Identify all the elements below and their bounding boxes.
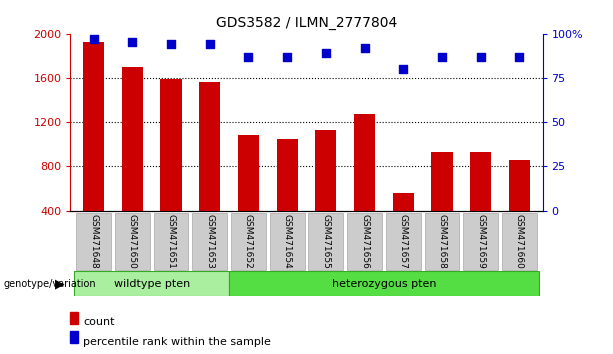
FancyBboxPatch shape — [115, 213, 150, 270]
FancyBboxPatch shape — [76, 213, 111, 270]
FancyBboxPatch shape — [154, 213, 189, 270]
Bar — [470, 152, 491, 255]
Bar — [83, 42, 104, 255]
Text: ▶: ▶ — [55, 278, 64, 291]
Text: GSM471655: GSM471655 — [321, 214, 330, 269]
Text: count: count — [83, 317, 115, 327]
Text: GSM471658: GSM471658 — [438, 214, 446, 269]
FancyBboxPatch shape — [425, 213, 459, 270]
Point — [166, 41, 176, 47]
Text: GSM471657: GSM471657 — [398, 214, 408, 269]
FancyBboxPatch shape — [308, 213, 343, 270]
FancyBboxPatch shape — [192, 213, 227, 270]
Point — [282, 54, 292, 59]
FancyBboxPatch shape — [231, 213, 266, 270]
Text: GSM471660: GSM471660 — [515, 214, 524, 269]
FancyBboxPatch shape — [386, 213, 421, 270]
Point — [128, 40, 137, 45]
Text: GSM471652: GSM471652 — [244, 214, 253, 269]
Bar — [276, 139, 298, 255]
Point — [205, 41, 215, 47]
Text: wildtype pten: wildtype pten — [113, 279, 190, 289]
Text: genotype/variation: genotype/variation — [3, 279, 96, 289]
Point — [321, 50, 331, 56]
Bar — [392, 193, 414, 255]
FancyBboxPatch shape — [229, 271, 539, 296]
Point — [360, 45, 370, 51]
Text: GSM471653: GSM471653 — [205, 214, 215, 269]
Point — [89, 36, 99, 42]
Text: GSM471651: GSM471651 — [167, 214, 175, 269]
Point — [476, 54, 485, 59]
Text: GSM471656: GSM471656 — [360, 214, 369, 269]
Bar — [432, 152, 452, 255]
Text: GSM471659: GSM471659 — [476, 214, 485, 269]
FancyBboxPatch shape — [270, 213, 305, 270]
Title: GDS3582 / ILMN_2777804: GDS3582 / ILMN_2777804 — [216, 16, 397, 30]
Text: heterozygous pten: heterozygous pten — [332, 279, 436, 289]
Point — [514, 54, 524, 59]
Text: GSM471650: GSM471650 — [128, 214, 137, 269]
Bar — [509, 160, 530, 255]
Text: GSM471654: GSM471654 — [283, 214, 292, 269]
FancyBboxPatch shape — [502, 213, 537, 270]
Bar — [238, 135, 259, 255]
FancyBboxPatch shape — [347, 213, 382, 270]
Point — [243, 54, 253, 59]
FancyBboxPatch shape — [463, 213, 498, 270]
Text: GSM471648: GSM471648 — [89, 214, 98, 269]
Point — [437, 54, 447, 59]
Bar — [315, 130, 337, 255]
Text: percentile rank within the sample: percentile rank within the sample — [83, 337, 271, 347]
Bar — [122, 67, 143, 255]
Bar — [354, 114, 375, 255]
FancyBboxPatch shape — [74, 271, 229, 296]
Bar — [161, 79, 181, 255]
Point — [398, 66, 408, 72]
Bar — [199, 82, 221, 255]
